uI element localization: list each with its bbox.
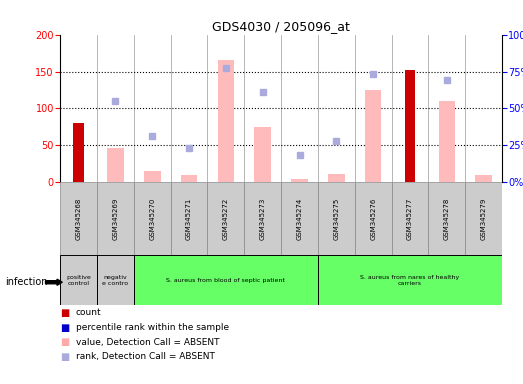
Bar [97, 255, 134, 305]
Text: S. aureus from nares of healthy
carriers: S. aureus from nares of healthy carriers [360, 275, 460, 286]
Text: S. aureus from blood of septic patient: S. aureus from blood of septic patient [166, 278, 286, 283]
Bar [170, 182, 208, 255]
Bar [439, 101, 455, 182]
Bar [428, 182, 465, 255]
Bar [107, 148, 123, 182]
Text: infection: infection [5, 277, 48, 287]
Text: ■: ■ [60, 337, 70, 347]
Bar [281, 182, 318, 255]
Text: GSM345275: GSM345275 [333, 198, 339, 240]
Text: GSM345274: GSM345274 [297, 198, 302, 240]
Bar [318, 255, 502, 305]
Text: GSM345271: GSM345271 [186, 198, 192, 240]
Text: ■: ■ [60, 352, 70, 362]
Bar [355, 182, 392, 255]
Text: GSM345277: GSM345277 [407, 198, 413, 240]
Text: count: count [76, 308, 101, 318]
Text: GSM345270: GSM345270 [149, 198, 155, 240]
Bar [73, 123, 84, 182]
Text: GSM345279: GSM345279 [481, 198, 487, 240]
Bar [97, 182, 134, 255]
Bar [134, 182, 170, 255]
Bar [475, 175, 492, 182]
Text: GSM345268: GSM345268 [75, 198, 82, 240]
Bar [134, 255, 318, 305]
Bar [244, 182, 281, 255]
Bar [60, 255, 97, 305]
Bar [291, 179, 308, 182]
Text: GSM345273: GSM345273 [260, 198, 266, 240]
Title: GDS4030 / 205096_at: GDS4030 / 205096_at [212, 20, 350, 33]
Bar [254, 127, 271, 182]
Text: value, Detection Call = ABSENT: value, Detection Call = ABSENT [76, 338, 219, 347]
Bar [144, 171, 161, 182]
Bar [405, 70, 415, 182]
Bar [181, 175, 197, 182]
Bar [208, 182, 244, 255]
Bar [318, 182, 355, 255]
Text: negativ
e contro: negativ e contro [103, 275, 129, 286]
Text: percentile rank within the sample: percentile rank within the sample [76, 323, 229, 332]
Text: GSM345272: GSM345272 [223, 198, 229, 240]
Text: ■: ■ [60, 323, 70, 333]
Bar [465, 182, 502, 255]
Bar [60, 182, 97, 255]
Bar [365, 90, 381, 182]
Text: GSM345269: GSM345269 [112, 198, 118, 240]
Bar [328, 174, 345, 182]
Text: GSM345276: GSM345276 [370, 198, 376, 240]
Bar [392, 182, 428, 255]
Text: GSM345278: GSM345278 [444, 198, 450, 240]
Bar [218, 60, 234, 182]
Text: positive
control: positive control [66, 275, 91, 286]
Text: ■: ■ [60, 308, 70, 318]
Text: rank, Detection Call = ABSENT: rank, Detection Call = ABSENT [76, 352, 215, 361]
